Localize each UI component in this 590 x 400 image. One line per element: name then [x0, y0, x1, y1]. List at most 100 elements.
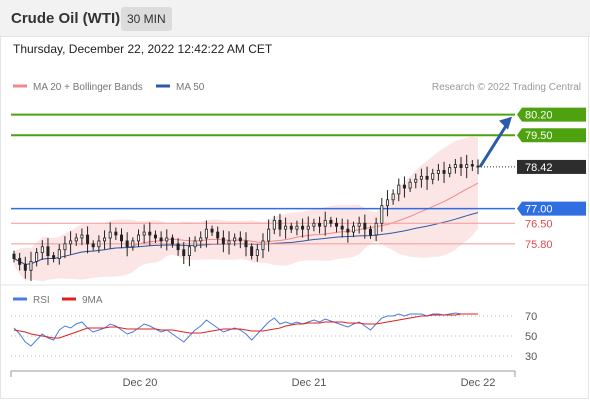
candle	[18, 258, 22, 265]
candle	[170, 237, 174, 245]
x-tick-label: Dec 20	[123, 377, 158, 389]
candle	[442, 170, 446, 174]
candle	[301, 225, 305, 230]
candle	[357, 222, 361, 227]
candle	[221, 237, 225, 245]
candle	[368, 228, 372, 236]
candle	[431, 172, 435, 180]
candle	[136, 234, 140, 242]
candle	[272, 219, 276, 230]
x-tick-label: Dec 22	[461, 377, 496, 389]
candle	[182, 249, 186, 256]
legend-label: 9MA	[82, 295, 103, 306]
candle	[363, 222, 367, 230]
candle	[52, 255, 56, 259]
candle	[97, 240, 101, 248]
candle	[57, 249, 61, 259]
candle	[148, 231, 152, 236]
credit-text: Research © 2022 Trading Central	[432, 82, 581, 93]
candle	[103, 237, 107, 242]
chart-frame	[0, 36, 589, 399]
candle	[114, 231, 118, 236]
candle	[120, 234, 124, 242]
candle	[380, 205, 384, 224]
x-tick-label: Dec 21	[292, 377, 327, 389]
candle	[199, 237, 203, 242]
candle	[391, 193, 395, 201]
header-bar: Crude Oil (WTI) 30 MIN	[0, 0, 590, 37]
candle	[91, 243, 95, 248]
candle	[408, 181, 412, 189]
level-label: 75.80	[525, 239, 553, 251]
candle	[295, 225, 299, 230]
candle	[35, 252, 39, 262]
candle	[250, 246, 254, 256]
candle	[419, 175, 423, 180]
candle	[63, 243, 67, 251]
level-tag	[517, 159, 586, 174]
candle	[159, 237, 163, 242]
rsi-line	[13, 312, 478, 347]
candle	[153, 234, 157, 239]
candle	[465, 164, 469, 168]
level-label: 80.20	[525, 110, 553, 122]
bollinger-band	[14, 136, 478, 282]
rsi-tick-label: 30	[525, 351, 537, 363]
level-tag	[517, 107, 586, 122]
rsi-tick-label: 50	[525, 331, 537, 343]
candle	[261, 240, 265, 251]
candle	[284, 225, 288, 230]
report-datetime: Thursday, December 22, 2022 12:42:22 AM …	[13, 42, 273, 56]
candle	[216, 231, 220, 239]
candle	[165, 237, 169, 242]
candle	[278, 219, 282, 230]
candle	[255, 249, 259, 256]
level-tag	[517, 128, 586, 143]
instrument-title: Crude Oil (WTI)	[11, 10, 121, 27]
candle	[46, 246, 50, 256]
forecast-arrow	[478, 121, 510, 168]
legend-label: MA 50	[176, 82, 205, 93]
legend-label: MA 20 + Bollinger Bands	[33, 82, 143, 93]
candle	[476, 165, 480, 168]
candle	[397, 184, 401, 195]
candle	[402, 184, 406, 189]
candle	[80, 234, 84, 239]
timeframe-button[interactable]: 30 MIN	[121, 7, 172, 31]
candle	[318, 222, 322, 227]
candle	[352, 225, 356, 233]
candle	[374, 222, 378, 236]
candle	[346, 228, 350, 233]
candle	[238, 237, 242, 242]
candle	[227, 240, 231, 245]
level-label: 79.50	[525, 130, 553, 142]
candle	[176, 243, 180, 251]
candle	[74, 237, 78, 242]
candle	[40, 246, 44, 254]
candle	[306, 225, 310, 230]
rsi-tick-label: 70	[525, 311, 537, 323]
candle	[23, 263, 27, 271]
candle	[448, 167, 452, 174]
candle	[323, 219, 327, 227]
candle	[69, 240, 73, 245]
candle	[210, 228, 214, 233]
candle	[131, 240, 135, 248]
candle	[414, 178, 418, 183]
candle	[29, 261, 33, 271]
candle	[142, 231, 146, 236]
candle	[289, 225, 293, 230]
candle	[335, 222, 339, 227]
forecast-arrowhead	[499, 116, 512, 130]
candle	[436, 170, 440, 174]
candle	[340, 225, 344, 230]
candle	[108, 231, 112, 239]
candle	[312, 222, 316, 227]
candle	[187, 246, 191, 256]
level-tag	[517, 201, 586, 216]
candle	[470, 164, 474, 167]
candle	[459, 164, 463, 168]
legend-label: RSI	[33, 295, 50, 306]
level-label: 76.50	[525, 218, 553, 230]
candle	[453, 164, 457, 168]
